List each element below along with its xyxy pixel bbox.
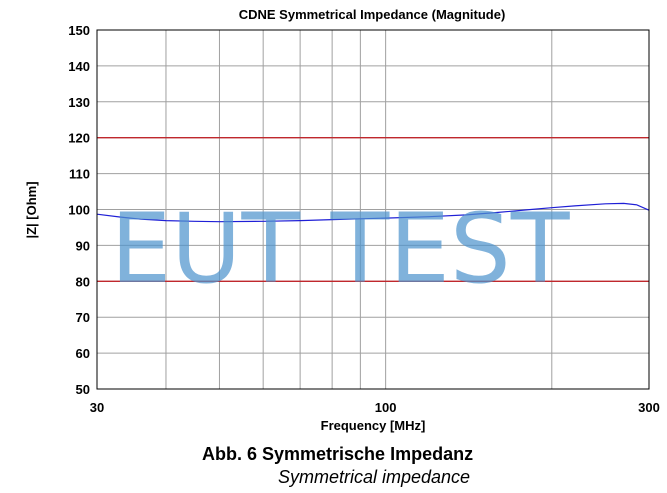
y-tick-label: 140 bbox=[68, 59, 90, 74]
series-layer bbox=[96, 202, 650, 223]
watermark-text: EUT TEST bbox=[111, 193, 570, 305]
y-tick-label: 100 bbox=[68, 203, 90, 218]
x-tick-label: 30 bbox=[90, 400, 104, 415]
y-tick-label: 50 bbox=[76, 382, 90, 397]
y-tick-label: 90 bbox=[76, 238, 90, 253]
y-axis-label: |Z| [Ohm] bbox=[24, 181, 39, 238]
figure-caption-translation: Symmetrical impedance bbox=[278, 467, 471, 487]
y-tick-label: 130 bbox=[68, 95, 90, 110]
plot-frame bbox=[96, 29, 650, 390]
tick-labels: 50 60 70 80 90 100 110 120 130 140 150 30 100 300 bbox=[68, 23, 660, 415]
figure-caption: Abb. 6 Symmetrische Impedanz bbox=[202, 444, 474, 464]
limit-lines bbox=[97, 137, 649, 282]
x-tick-label: 100 bbox=[375, 400, 397, 415]
chart-title: CDNE Symmetrical Impedance (Magnitude) bbox=[239, 7, 506, 22]
y-tick-label: 120 bbox=[68, 131, 90, 146]
y-tick-label: 110 bbox=[69, 167, 90, 182]
y-tick-label: 80 bbox=[76, 274, 90, 289]
y-tick-label: 60 bbox=[76, 346, 90, 361]
y-tick-label: 70 bbox=[76, 310, 90, 325]
x-tick-label: 300 bbox=[638, 400, 660, 415]
y-tick-label: 150 bbox=[68, 23, 90, 38]
x-axis-label: Frequency [MHz] bbox=[321, 418, 426, 433]
series-line bbox=[96, 202, 650, 223]
